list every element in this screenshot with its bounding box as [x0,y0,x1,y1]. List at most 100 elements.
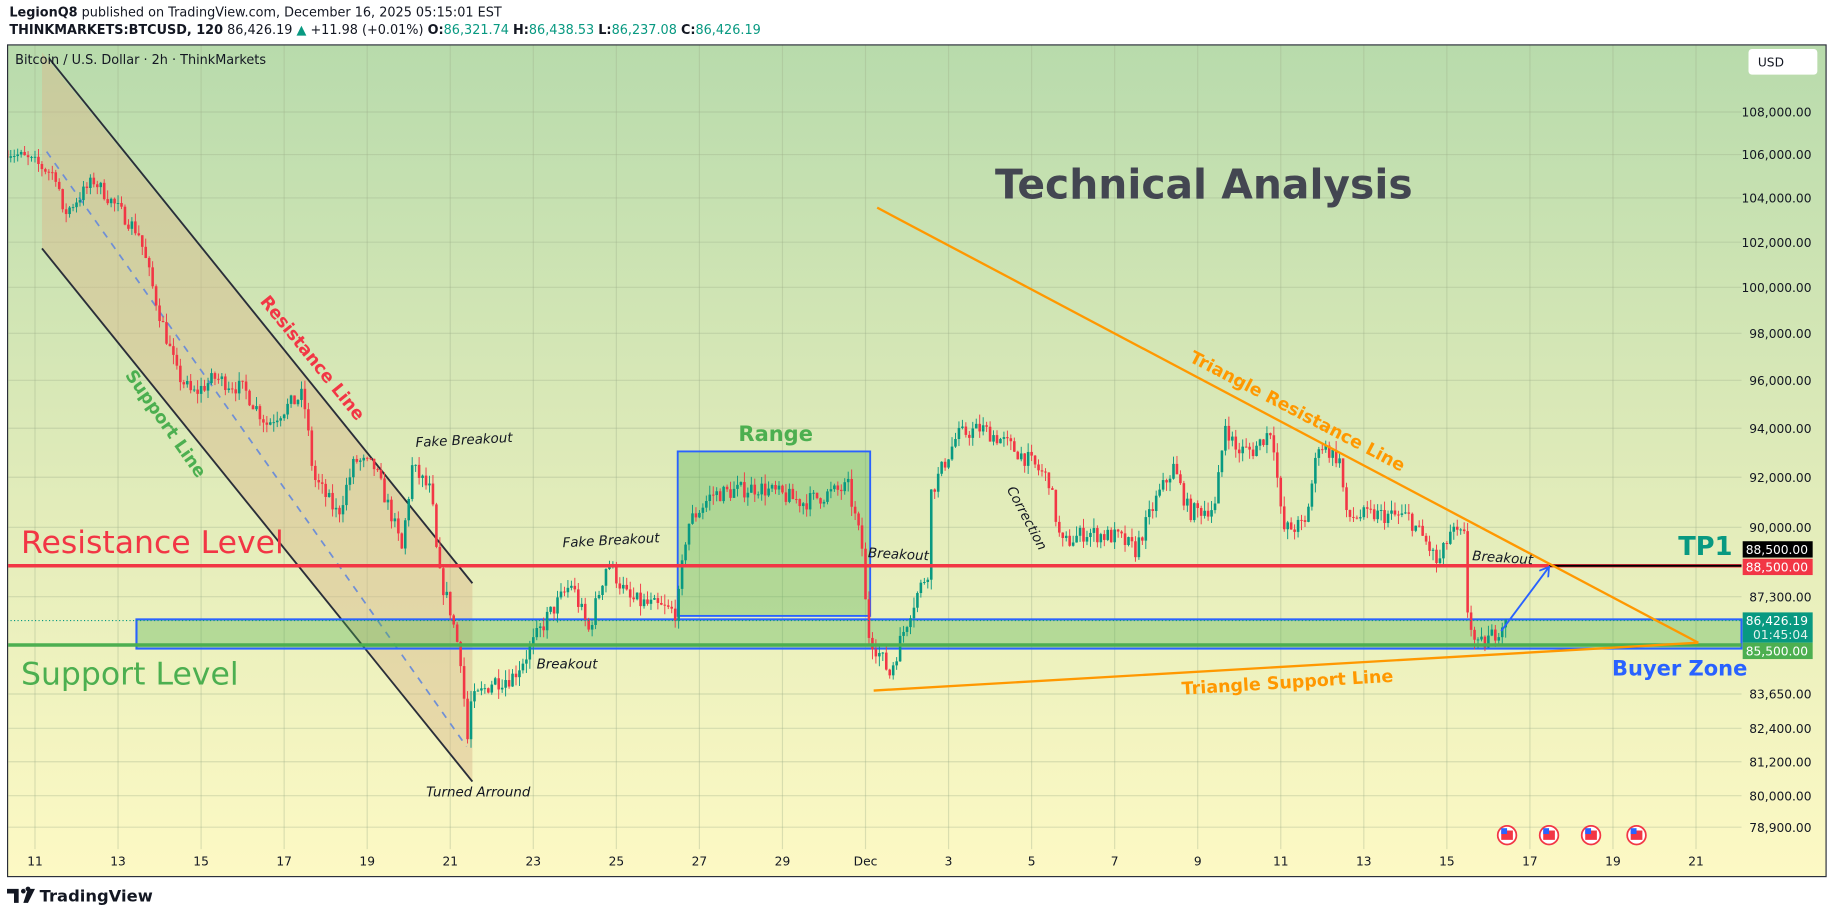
candle-down [978,423,981,432]
candle-down [172,346,175,355]
grid-lines [8,45,1742,850]
candle-up [947,459,950,468]
us-flag-icon[interactable] [1580,824,1602,846]
candle-down [40,164,44,170]
candle-down [1061,532,1065,538]
candle-up [1192,503,1196,521]
candle-up [902,631,905,636]
candle-up [130,221,134,229]
candle-down [1016,451,1020,460]
candle-up [1296,519,1300,532]
triangle-resistance-line[interactable] [876,206,1699,644]
candle-up [521,663,525,671]
price-tick-label: 80,000.00 [1749,789,1811,803]
candle-up [192,389,196,391]
candle-up [403,520,407,549]
candle-up [1359,517,1362,519]
time-tick-label: 19 [1605,855,1621,869]
candle-up [808,493,812,510]
price-tick-label: 82,400.00 [1749,722,1811,736]
candle-up [732,488,736,498]
candle-down [1410,513,1414,531]
candle-down [1276,452,1279,478]
candle-down [874,649,878,657]
currency-button[interactable]: USD [1748,48,1818,75]
candle-up [684,544,687,561]
candle-down [1365,507,1369,509]
symbol-info-line: THINKMARKETS:BTCUSD, 120 86,426.19 ▲ +11… [9,23,760,38]
triangle-support-line[interactable] [873,641,1699,692]
candle-down [47,171,51,173]
candle-down [154,286,158,306]
close-value: 86,426.19 [695,23,760,38]
candle-down [151,267,154,287]
candle-up [1168,478,1172,483]
candle-down [781,485,784,493]
price-axis[interactable]: 108,000.00 106,000.00 104,000.00 102,000.00… [1741,106,1811,835]
candle-down [1352,516,1355,518]
candle-up [1147,509,1151,518]
candle-down [1435,549,1438,564]
range-box[interactable] [676,450,872,617]
time-tick-label: 19 [359,855,375,869]
candle-up [1459,529,1462,531]
flag-stripes [1501,830,1513,840]
candle-down [514,673,518,678]
candle-up [1089,532,1092,538]
flag-canton [1585,828,1592,835]
price-tick-label: 87,300.00 [1749,590,1811,604]
candle-up [1224,425,1227,451]
candle-down [400,533,404,549]
candle-down [1175,463,1179,475]
projection-arrow[interactable] [1500,567,1549,632]
candle-up [898,635,902,662]
candle-down [632,597,635,600]
channel-resistance-line[interactable] [48,57,474,584]
candle-up [999,438,1002,444]
candle-up [473,691,476,702]
time-tick-label: 5 [1028,855,1036,869]
candle-down [44,169,47,172]
candle-down [372,458,376,470]
price-tick-label: 94,000.00 [1749,422,1811,436]
price-label-resistance: 88,500.00 [1742,558,1813,576]
candle-up [1186,498,1189,506]
candle-up [739,482,743,485]
candle-down [646,599,649,604]
candle-up [1452,526,1456,532]
candle-up [801,503,805,507]
high-label: H: [513,23,529,38]
time-tick-label: 3 [945,855,953,869]
author-name[interactable]: LegionQ8 [9,5,77,20]
candle-up [352,458,355,478]
economic-events [1496,824,1647,846]
candle-up [1106,529,1110,540]
channel-support-line[interactable] [41,247,474,783]
us-flag-icon[interactable] [1538,824,1560,846]
candle-down [1251,449,1255,457]
candle-up [833,485,836,490]
close-label: C: [681,23,696,38]
candle-down [140,235,144,247]
candle-down [1355,517,1359,519]
candle-up [237,380,241,394]
us-flag-icon[interactable] [1496,824,1518,846]
candle-up [1113,529,1116,543]
candle-down [369,458,372,460]
candle-down [628,589,632,598]
candle-down [968,434,971,438]
candle-up [1390,510,1393,514]
tradingview-logo[interactable]: TradingView [6,886,153,906]
candle-down [196,389,199,394]
us-flag-icon[interactable] [1626,824,1647,846]
candle-down [888,669,892,676]
resistance-level-label: Resistance Level [21,525,284,561]
candle-up [1487,635,1490,648]
candle-up [1386,513,1390,524]
time-axis[interactable]: 11 13 15 17 19 21 23 25 27 29 Dec 3 5 7 9 11 13 15 17 19 21 [27,855,1704,869]
svg-text:88,500.00: 88,500.00 [1746,543,1808,557]
candle-down [331,492,334,510]
candle-down [448,591,452,616]
candle-down [988,426,992,442]
